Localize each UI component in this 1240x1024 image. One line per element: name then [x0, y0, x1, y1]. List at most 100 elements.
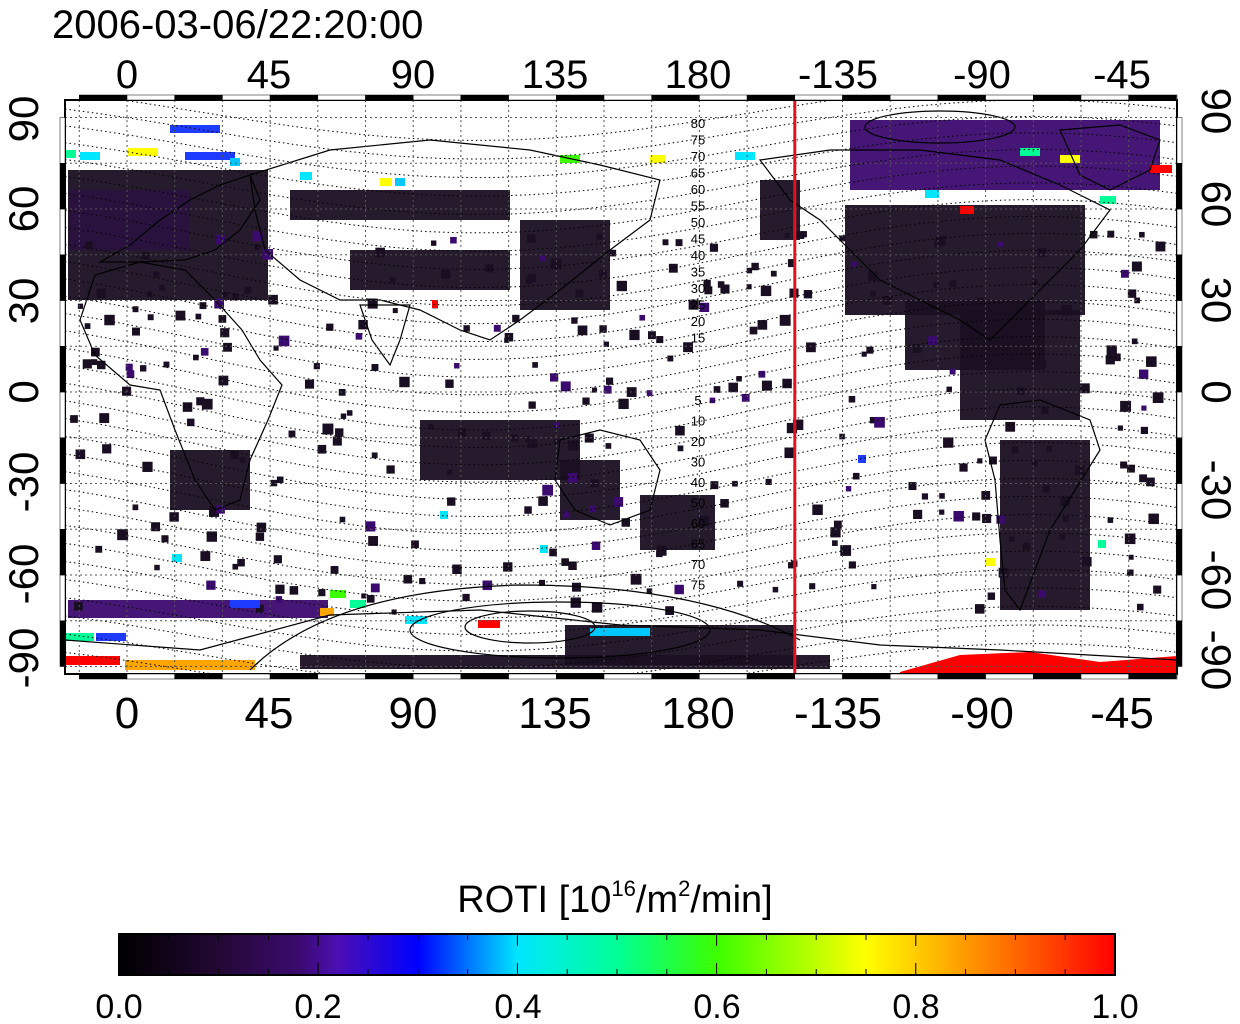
left-lat-label: 60: [0, 186, 47, 233]
colorbar-title-exponent2: 2: [678, 876, 690, 901]
roti-speck: [199, 302, 207, 310]
bottom-lon-label: -45: [1090, 689, 1154, 738]
left-lat-label: -60: [0, 544, 47, 605]
roti-speck: [616, 280, 627, 292]
roti-speck: [142, 252, 150, 260]
contour-label: 70: [691, 557, 705, 572]
roti-speck: [605, 443, 612, 449]
roti-speck: [504, 332, 514, 342]
magnetic-contour: [65, 496, 1177, 568]
roti-speck: [332, 436, 342, 446]
magnetic-contour: [65, 532, 1177, 602]
roti-speck: [736, 376, 742, 382]
roti-speck: [953, 510, 964, 522]
roti-speck: [852, 472, 860, 480]
roti-speck: [732, 480, 738, 487]
roti-speck: [709, 243, 719, 252]
roti-speck: [584, 433, 594, 443]
roti-speck: [840, 545, 852, 556]
roti-speck: [592, 387, 598, 393]
bottom-lon-label: 45: [245, 689, 294, 738]
roti-speck: [151, 522, 161, 532]
roti-high-cell: [300, 172, 312, 180]
frame-band-bottom: [269, 673, 319, 680]
roti-speck: [367, 298, 378, 309]
roti-speck: [921, 493, 929, 500]
roti-speck: [866, 346, 874, 354]
roti-speck: [596, 233, 603, 240]
colorbar-ticks: [168, 934, 1066, 975]
roti-speck: [441, 269, 451, 279]
roti-speck: [338, 388, 346, 396]
roti-speck: [318, 589, 326, 597]
right-lat-label: 60: [1193, 181, 1240, 228]
roti-speck: [1079, 383, 1090, 394]
roti-speck: [482, 580, 493, 591]
roti-speck: [851, 261, 857, 267]
roti-speck: [949, 368, 956, 375]
roti-speck: [411, 540, 419, 549]
roti-speck: [646, 588, 653, 594]
roti-speck: [1134, 297, 1141, 304]
roti-speck: [987, 592, 996, 600]
roti-speck: [603, 341, 610, 347]
roti-patch: [845, 205, 1085, 315]
roti-high-cell: [66, 150, 76, 158]
roti-speck: [1062, 516, 1069, 523]
roti-speck: [675, 239, 683, 247]
roti-speck: [75, 449, 86, 460]
roti-speck: [1031, 279, 1038, 285]
roti-speck: [70, 415, 78, 423]
roti-speck: [656, 550, 663, 558]
roti-speck: [218, 375, 229, 386]
frame-band-left: [59, 163, 66, 210]
roti-speck: [1127, 464, 1135, 473]
right-lat-label: 90: [1193, 88, 1240, 135]
roti-speck: [936, 236, 946, 246]
roti-speck: [447, 497, 456, 506]
roti-high-cell: [185, 152, 235, 160]
roti-speck: [772, 586, 779, 593]
roti-speck: [599, 325, 607, 333]
roti-speck: [882, 295, 893, 305]
roti-speck: [1037, 247, 1047, 257]
roti-speck: [571, 317, 578, 324]
roti-speck: [196, 397, 205, 406]
roti-speck: [699, 302, 710, 313]
roti-speck: [244, 286, 252, 294]
roti-speck: [1155, 241, 1166, 252]
contour-label: 20: [691, 314, 705, 329]
roti-speck: [200, 551, 211, 562]
roti-speck: [102, 444, 112, 454]
roti-speck: [1146, 477, 1155, 487]
roti-speck: [603, 385, 612, 394]
roti-speck: [419, 578, 426, 585]
frame-band-right: [1176, 208, 1183, 255]
roti-speck: [613, 497, 624, 507]
roti-speck: [230, 450, 239, 460]
roti-speck: [784, 232, 790, 239]
roti-speck: [256, 522, 267, 533]
contour-label: 35: [691, 265, 705, 280]
roti-speck: [365, 521, 376, 532]
roti-speck: [589, 505, 597, 513]
roti-high-cell: [858, 455, 866, 463]
roti-speck: [216, 234, 226, 245]
frame-band-bottom: [365, 673, 414, 680]
frame-band-bottom: [79, 673, 128, 680]
colorbar-title-prefix: ROTI [10: [457, 879, 611, 921]
roti-speck: [550, 258, 562, 270]
roti-speck: [560, 381, 571, 392]
coastline: [249, 139, 661, 341]
roti-speck: [91, 359, 98, 366]
roti-speck: [1139, 369, 1149, 379]
roti-speck: [446, 469, 453, 476]
roti-speck: [525, 276, 533, 284]
south-pole-contour: [249, 584, 801, 671]
roti-patch: [68, 600, 328, 618]
frame-band-top: [317, 94, 366, 101]
roti-speck: [161, 535, 169, 543]
roti-speck: [549, 373, 559, 382]
frame-band-right: [1176, 163, 1183, 210]
contour-label: 60: [691, 182, 705, 197]
